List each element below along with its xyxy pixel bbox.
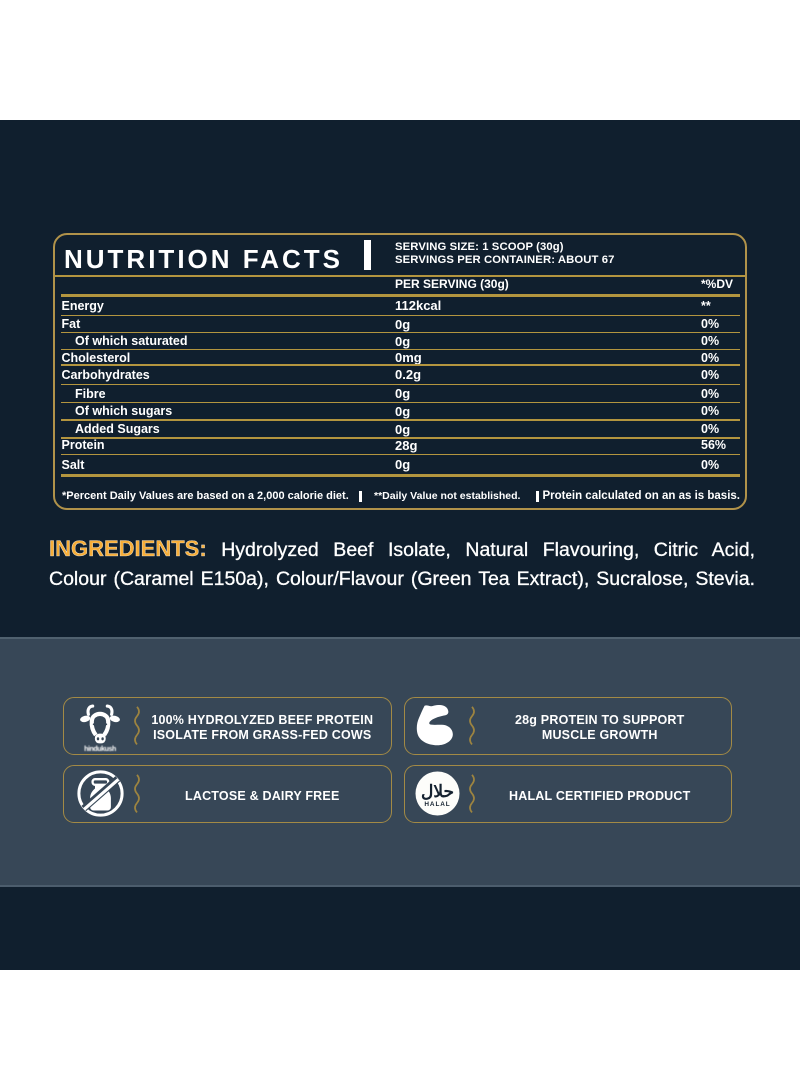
svg-text:حلال: حلال [421, 782, 454, 801]
svg-text:hindukush: hindukush [84, 745, 116, 751]
svg-text:HALAL: HALAL [424, 801, 450, 808]
